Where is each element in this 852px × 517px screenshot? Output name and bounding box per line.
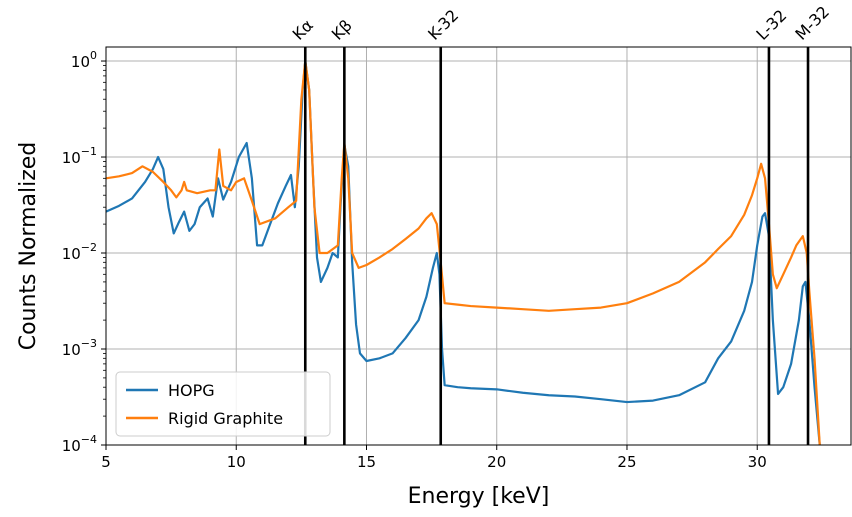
series-line-rigid-graphite — [105, 59, 821, 446]
plot-lines — [105, 59, 821, 446]
y-tick-label: 10−1 — [62, 145, 97, 167]
y-tick-label: 100 — [71, 49, 97, 71]
x-tick-label: 15 — [357, 453, 376, 471]
legend: HOPG Rigid Graphite — [115, 371, 331, 437]
legend-box — [115, 371, 331, 437]
y-tick-label: 10−4 — [62, 433, 97, 455]
y-tick-label: 10−3 — [62, 337, 97, 359]
x-tick-label: 25 — [617, 453, 636, 471]
x-tick-label: 5 — [101, 453, 111, 471]
x-axis-title: Energy [keV] — [408, 484, 550, 509]
y-axis: 10−4 10−3 10−2 10−1 100 — [62, 49, 106, 455]
x-tick-label: 20 — [487, 453, 506, 471]
x-tick-label: 10 — [227, 453, 246, 471]
x-tick-label: 30 — [748, 453, 767, 471]
plot-frame — [105, 46, 852, 446]
legend-label: Rigid Graphite — [168, 409, 283, 428]
y-tick-label: 10−2 — [62, 241, 97, 263]
series-line-hopg — [105, 59, 821, 446]
x-axis: 5 10 15 20 25 30 — [101, 445, 767, 471]
y-axis-title: Counts Normalized — [16, 142, 41, 351]
legend-label: HOPG — [168, 381, 215, 400]
